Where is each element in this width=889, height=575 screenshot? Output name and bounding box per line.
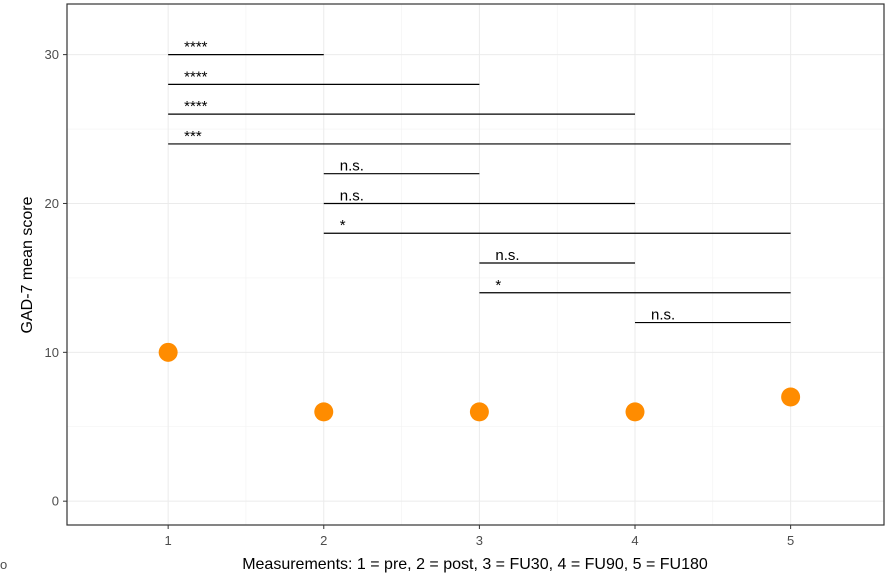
panel-border	[66, 3, 885, 526]
x-tick-label: 4	[631, 533, 638, 548]
comparison-label: ****	[184, 98, 208, 115]
grid-major	[67, 4, 884, 525]
y-axis-title: GAD-7 mean score	[19, 196, 36, 333]
data-point	[314, 402, 334, 422]
data-points	[158, 342, 801, 422]
grid-minor	[67, 4, 884, 525]
y-tick-label: 20	[45, 196, 59, 211]
comparison-label: ***	[184, 128, 202, 145]
comparison-label: *	[340, 217, 346, 234]
comparison-label: ****	[184, 39, 208, 56]
comparison-label: n.s.	[651, 307, 675, 324]
significance-brackets: ***************n.s.n.s.*n.s.*n.s.	[168, 39, 791, 324]
data-point	[158, 342, 178, 362]
comparison-label: ****	[184, 68, 208, 85]
y-tick-label: 30	[45, 47, 59, 62]
x-tick-label: 2	[320, 533, 327, 548]
x-tick-label: 3	[476, 533, 483, 548]
x-tick-label: 1	[165, 533, 172, 548]
comparison-label: n.s.	[340, 158, 364, 175]
comparison-label: n.s.	[340, 187, 364, 204]
x-axis-title: Measurements: 1 = pre, 2 = post, 3 = FU3…	[242, 556, 708, 573]
y-tick-label: 0	[52, 494, 59, 509]
x-tick-label: 5	[787, 533, 794, 548]
axis-ticks	[63, 54, 792, 529]
data-point	[781, 387, 801, 407]
data-point	[469, 402, 489, 422]
comparison-label: *	[495, 277, 501, 294]
data-point	[625, 402, 645, 422]
y-tick-label: 10	[45, 345, 59, 360]
axis-tick-labels: 1 2 3 4 5 0 10 20 30	[45, 47, 795, 548]
comparison-label: n.s.	[495, 247, 519, 264]
corner-mark: o	[0, 557, 7, 572]
